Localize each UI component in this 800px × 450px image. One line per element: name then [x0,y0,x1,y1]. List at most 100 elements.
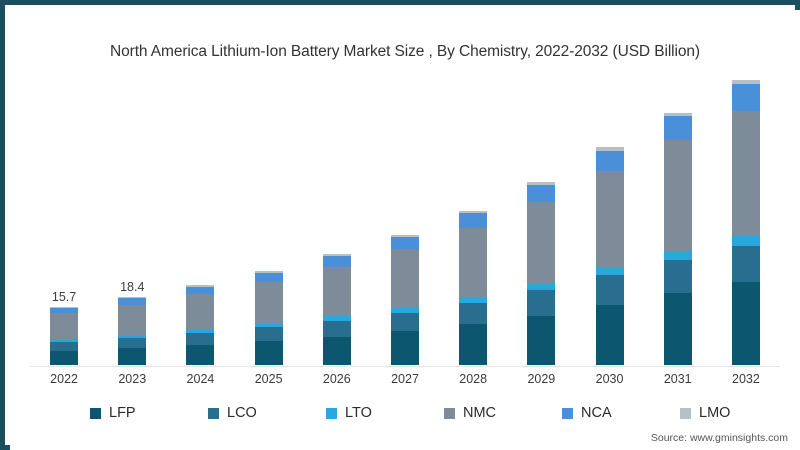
stacked-bar[interactable] [459,210,488,365]
bar-segment-lco[interactable] [50,341,79,351]
stacked-bar[interactable] [731,80,760,365]
x-tick-label: 2023 [118,372,147,386]
bar-segment-lmo[interactable] [50,307,79,309]
bar-segment-nmc[interactable] [527,202,556,284]
chart-canvas: North America Lithium-Ion Battery Market… [10,10,800,450]
stacked-bar[interactable] [118,297,147,365]
bar-segment-nca[interactable] [663,116,692,141]
bar-segment-lfp[interactable] [663,293,692,365]
bar-segment-lmo[interactable] [595,147,624,151]
bar-segment-lmo[interactable] [731,80,760,85]
bar-segment-nca[interactable] [186,286,215,295]
bar-segment-lto[interactable] [118,334,147,338]
stacked-bar[interactable] [254,271,283,365]
legend-item-lfp[interactable]: LFP [90,403,136,423]
x-tick-label: 2028 [459,372,488,386]
bar-segment-lfp[interactable] [527,315,556,365]
bar-segment-lfp[interactable] [391,331,419,365]
bar-segment-lco[interactable] [186,333,215,346]
bar-segment-lfp[interactable] [322,336,351,365]
legend-item-nca[interactable]: NCA [562,403,612,423]
bar-segment-lmo[interactable] [322,254,351,257]
stacked-bar[interactable] [322,254,351,365]
bar-segment-lco[interactable] [595,275,624,305]
x-tick-label: 2027 [391,372,419,386]
legend-item-lco[interactable]: LCO [208,403,257,423]
bar-segment-nmc[interactable] [254,281,283,324]
stacked-bar[interactable] [663,112,692,365]
stacked-bar[interactable] [391,234,419,365]
bar-segment-lto[interactable] [322,316,351,321]
bar-segment-lmo[interactable] [254,271,283,273]
bar-value-label: 15.7 [51,290,77,305]
legend-swatch-icon [680,407,691,419]
bar-segment-nmc[interactable] [50,313,79,340]
legend-label: LMO [699,405,731,421]
bar-segment-lco[interactable] [459,302,488,325]
x-tick-label: 2024 [186,372,215,386]
bar-segment-nmc[interactable] [322,266,351,317]
stacked-bar[interactable] [595,147,624,365]
bar-segment-lfp[interactable] [254,341,283,365]
legend-label: LTO [345,405,372,421]
bar-segment-lco[interactable] [254,327,283,342]
bar-segment-nca[interactable] [322,256,351,267]
bar-segment-lto[interactable] [391,307,419,313]
legend-swatch-icon [208,407,219,419]
bar-segment-lco[interactable] [391,312,419,332]
bar-segment-nmc[interactable] [731,110,760,236]
legend-item-lmo[interactable]: LMO [680,403,730,423]
bar-segment-nca[interactable] [118,298,147,305]
legend-item-nmc[interactable]: NMC [444,403,496,423]
bar-segment-lfp[interactable] [731,282,760,365]
bar-segment-lto[interactable] [527,283,556,291]
bar-segment-nca[interactable] [254,272,283,282]
chart-legend: LFP LCO LTO NMC NCA LMO [10,403,800,425]
bar-segment-nmc[interactable] [118,304,147,335]
bar-segment-lto[interactable] [663,251,692,261]
legend-swatch-icon [90,407,101,419]
bar-segment-lmo[interactable] [459,210,488,214]
stacked-bar[interactable] [186,285,215,365]
x-tick-label: 2026 [322,372,351,386]
bar-segment-nmc[interactable] [391,249,419,308]
bar-segment-nca[interactable] [391,236,419,250]
stacked-bar[interactable] [527,181,556,365]
bar-segment-lto[interactable] [186,329,215,334]
bar-segment-lmo[interactable] [663,112,692,117]
bar-segment-lmo[interactable] [186,285,215,287]
bar-segment-lfp[interactable] [459,324,488,365]
bar-segment-nca[interactable] [731,84,760,111]
bar-segment-lco[interactable] [731,245,760,283]
bar-segment-lfp[interactable] [186,345,215,365]
bar-segment-nmc[interactable] [595,171,624,268]
bar-segment-lco[interactable] [118,337,147,349]
bar-segment-lfp[interactable] [595,304,624,365]
legend-item-lto[interactable]: LTO [326,403,372,423]
bar-segment-nmc[interactable] [663,140,692,252]
bar-segment-lto[interactable] [50,339,79,342]
bar-segment-nca[interactable] [459,213,488,229]
bar-segment-lmo[interactable] [391,234,419,237]
legend-label: LFP [109,405,136,421]
bar-segment-lco[interactable] [527,290,556,316]
stacked-bar[interactable] [50,307,79,365]
bar-segment-nca[interactable] [527,184,556,203]
bar-segment-lto[interactable] [254,323,283,328]
bar-segment-lco[interactable] [663,260,692,294]
bar-segment-lmo[interactable] [527,181,556,185]
bar-segment-lfp[interactable] [50,350,79,365]
legend-swatch-icon [326,407,337,419]
x-tick-label: 2032 [732,372,760,386]
bar-segment-lco[interactable] [322,320,351,337]
bar-segment-nca[interactable] [50,308,79,314]
bar-segment-lto[interactable] [731,235,760,246]
bar-segment-nca[interactable] [595,150,624,172]
bar-segment-lto[interactable] [459,296,488,303]
bar-segment-lfp[interactable] [118,348,147,365]
bar-segment-nmc[interactable] [459,228,488,297]
bar-segment-lmo[interactable] [118,297,147,299]
bar-segment-nmc[interactable] [186,294,215,330]
bar-segment-lto[interactable] [595,267,624,276]
